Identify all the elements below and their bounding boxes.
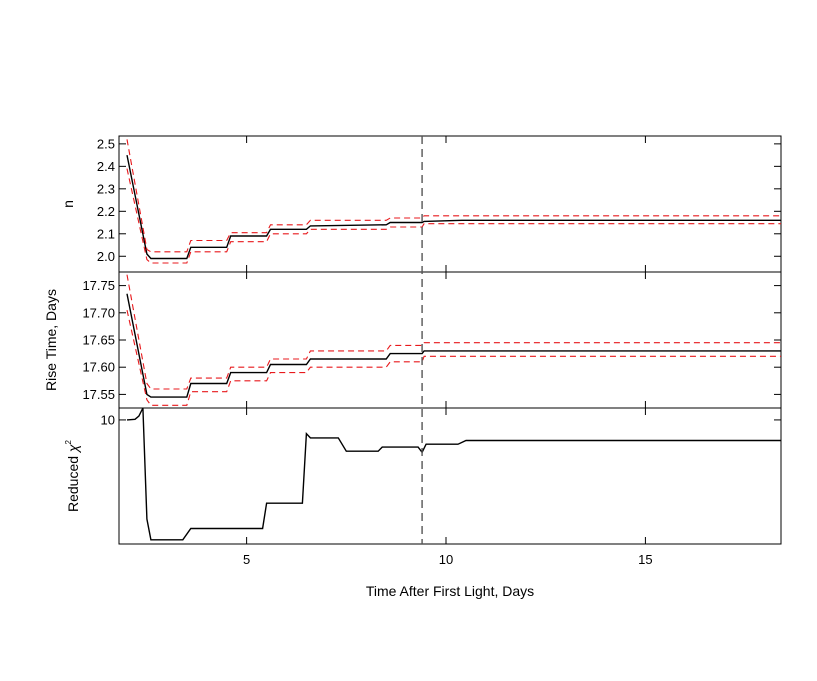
series-lower-bound-rise-time — [126, 309, 781, 406]
x-axis-label: Time After First Light, Days — [366, 583, 534, 599]
series-fit-n — [126, 154, 781, 260]
series-fit-reduced-chi2 — [126, 407, 781, 541]
series-fit-rise-time — [126, 293, 781, 398]
y-tick-label-n: 2.5 — [97, 136, 115, 151]
y-axis-label-n: n — [60, 200, 76, 208]
y-tick-label-rise-time: 17.65 — [82, 333, 115, 348]
y-axis-label-reduced-chi2: Reduced χ2 — [64, 439, 81, 512]
y-tick-label-n: 2.4 — [97, 159, 115, 174]
x-tick-label: 15 — [638, 552, 652, 567]
panel-n: 2.0 2.1 2.2 2.3 2.4 2.5 n — [60, 135, 782, 273]
y-axis-label-rise-time: Rise Time, Days — [43, 289, 59, 391]
y-tick-label-reduced-chi2: 10 — [101, 412, 115, 427]
x-tick-label: 10 — [439, 552, 453, 567]
y-tick-label-n: 2.2 — [97, 204, 115, 219]
panel-frame-rise-time — [118, 271, 782, 409]
series-upper-bound-rise-time — [126, 274, 781, 390]
x-tick-label: 5 — [243, 552, 250, 567]
y-tick-label-rise-time: 17.60 — [82, 360, 115, 375]
y-tick-label-n: 2.0 — [97, 249, 115, 264]
y-tick-label-rise-time: 17.70 — [82, 305, 115, 320]
y-tick-label-n: 2.3 — [97, 181, 115, 196]
y-tick-label-rise-time: 17.55 — [82, 387, 115, 402]
panel-reduced-chi2: 10 5 10 15 Reduced χ2 Time After First Ligh… — [64, 407, 782, 599]
panel-frame-reduced-chi2 — [118, 407, 782, 545]
series-upper-bound-n — [126, 139, 781, 253]
y-tick-label-rise-time: 17.75 — [82, 278, 115, 293]
panel-rise-time: 17.55 17.60 17.65 17.70 17.75 Rise Time, Day… — [43, 271, 782, 409]
series-lower-bound-n — [126, 168, 781, 264]
y-tick-label-n: 2.1 — [97, 226, 115, 241]
